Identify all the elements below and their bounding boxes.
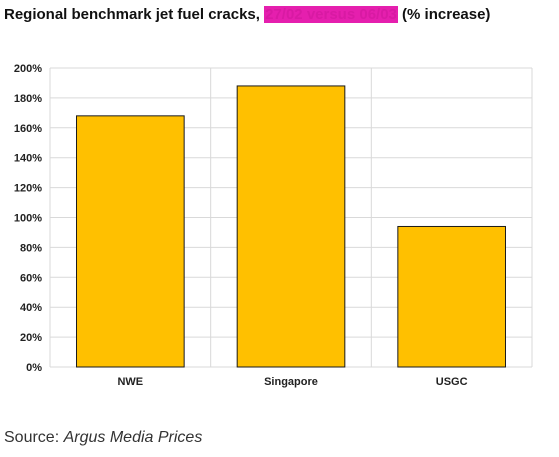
bar-nwe	[76, 115, 185, 368]
x-tick-label: USGC	[436, 376, 468, 388]
y-tick-label: 20%	[20, 332, 42, 344]
y-tick-label: 0%	[26, 362, 42, 374]
bar-chart: 0% 20% 40% 60% 80% 100% 120% 140% 160% 180% 200% N…	[14, 63, 533, 388]
y-tick-label: 80%	[20, 242, 42, 254]
y-tick-label: 60%	[20, 272, 42, 284]
y-tick-label: 120%	[14, 183, 42, 195]
source-label: Source:	[4, 429, 64, 446]
y-axis-ticks: 0% 20% 40% 60% 80% 100% 120% 140% 160% 180% 200%	[14, 63, 42, 374]
chart-title: Regional benchmark jet fuel cracks, 27/0…	[4, 6, 554, 28]
source-name: Argus Media Prices	[63, 429, 203, 446]
y-tick-label: 140%	[14, 153, 42, 165]
bar-usgc	[397, 225, 506, 368]
y-tick-label: 180%	[14, 93, 42, 105]
x-axis-ticks: NWE Singapore USGC	[117, 376, 467, 388]
x-tick-label: Singapore	[264, 376, 318, 388]
title-highlight: 27/02 versus 06/03	[264, 6, 398, 23]
source-note: Source: Argus Media Prices	[4, 429, 202, 447]
y-tick-label: 100%	[14, 213, 42, 225]
y-tick-label: 160%	[14, 123, 42, 135]
y-tick-label: 40%	[20, 302, 42, 314]
x-tick-label: NWE	[117, 376, 143, 388]
bar-singapore	[236, 85, 346, 368]
bars	[76, 85, 506, 368]
y-tick-label: 200%	[14, 63, 42, 75]
title-suffix: (% increase)	[397, 6, 491, 23]
title-prefix: Regional benchmark jet fuel cracks,	[4, 6, 265, 23]
